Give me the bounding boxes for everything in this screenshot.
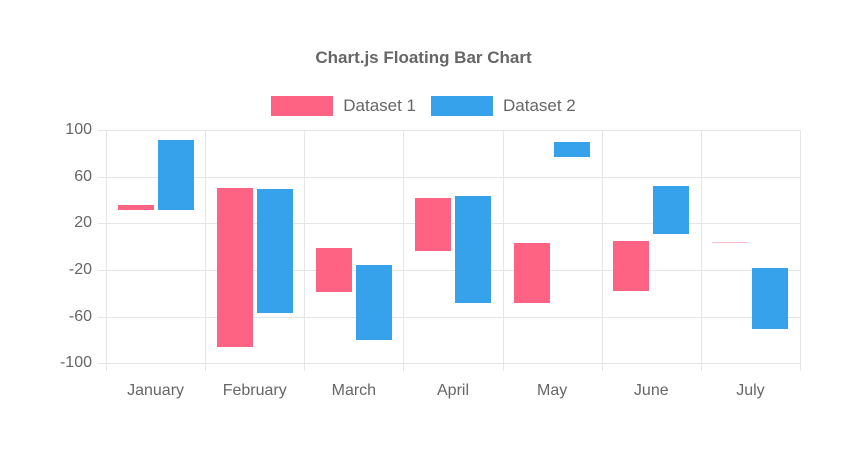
bar-dataset1-march[interactable]: [315, 247, 352, 293]
gridline-x-boundary-0: [106, 130, 107, 364]
y-axis-label--60: -60: [68, 307, 92, 325]
legend: Dataset 1 Dataset 2: [0, 96, 847, 116]
gridline-x-boundary-2: [304, 130, 306, 364]
gridline-x-boundary-6: [700, 130, 702, 364]
tick-x-boundary-0: [106, 363, 107, 372]
gridline-y-100: [106, 130, 800, 131]
legend-swatch-dataset-1: [271, 96, 334, 116]
x-axis-label-june: June: [633, 382, 669, 400]
gridline-x-boundary-4: [502, 130, 504, 364]
bar-dataset1-july[interactable]: [712, 241, 749, 244]
x-axis-label-april: April: [436, 382, 470, 400]
y-axis-label--20: -20: [68, 260, 92, 278]
tick-x-boundary-1: [205, 363, 207, 372]
gridline-x-boundary-3: [403, 130, 405, 364]
bar-dataset1-april[interactable]: [415, 197, 451, 252]
bar-dataset2-june[interactable]: [653, 185, 690, 234]
y-axis-label--100: -100: [59, 354, 92, 372]
y-axis-label-60: 60: [74, 167, 92, 185]
chart-title: Chart.js Floating Bar Chart: [315, 48, 532, 67]
tick-y-100: [98, 130, 106, 131]
tick-x-boundary-6: [700, 363, 702, 372]
gridline-y-20: [106, 223, 800, 225]
gridline-x-boundary-5: [601, 130, 603, 364]
tick-y-60: [98, 176, 106, 178]
x-axis-label-march: March: [331, 382, 377, 400]
gridline-y--60: [106, 316, 800, 318]
gridline-y--100: [106, 363, 800, 365]
legend-item-dataset-1[interactable]: Dataset 1: [271, 96, 416, 116]
legend-item-dataset-2[interactable]: Dataset 2: [431, 96, 576, 116]
legend-label-dataset-2: Dataset 2: [503, 96, 576, 115]
gridline-y--20: [106, 269, 800, 271]
bar-dataset2-may[interactable]: [554, 141, 591, 157]
y-axis-label-100: 100: [65, 121, 92, 138]
x-axis-label-january: January: [127, 382, 185, 400]
tick-x-boundary-7: [800, 363, 801, 372]
bar-dataset1-june[interactable]: [613, 240, 650, 291]
bar-dataset1-may[interactable]: [514, 243, 551, 303]
gridline-x-boundary-1: [205, 130, 207, 364]
gridline-x-boundary-7: [800, 130, 801, 364]
x-axis-label-may: May: [537, 382, 568, 400]
x-axis-label-february: February: [222, 382, 287, 400]
tick-x-boundary-2: [304, 363, 306, 372]
tick-x-boundary-3: [403, 363, 405, 372]
bar-dataset2-july[interactable]: [752, 267, 789, 330]
legend-label-dataset-1: Dataset 1: [343, 96, 416, 115]
bar-dataset2-march[interactable]: [355, 265, 392, 340]
tick-y-20: [98, 223, 106, 225]
bar-dataset2-february[interactable]: [256, 189, 293, 314]
bar-dataset2-april[interactable]: [455, 196, 491, 303]
bar-dataset2-january[interactable]: [157, 140, 194, 211]
legend-swatch-dataset-2: [431, 96, 493, 116]
bar-dataset1-january[interactable]: [117, 204, 154, 211]
tick-y--60: [98, 316, 106, 318]
y-axis-label-20: 20: [74, 214, 92, 232]
tick-y--100: [98, 363, 106, 365]
plot-area: 100 60 20 -20 -60 -100 January February March Apr…: [60, 121, 801, 399]
x-axis-label-july: July: [736, 382, 765, 400]
gridline-y-60: [106, 176, 800, 178]
tick-x-boundary-5: [601, 363, 603, 372]
tick-x-boundary-4: [502, 363, 504, 372]
bar-dataset1-february[interactable]: [216, 188, 253, 347]
tick-y--20: [98, 269, 106, 271]
